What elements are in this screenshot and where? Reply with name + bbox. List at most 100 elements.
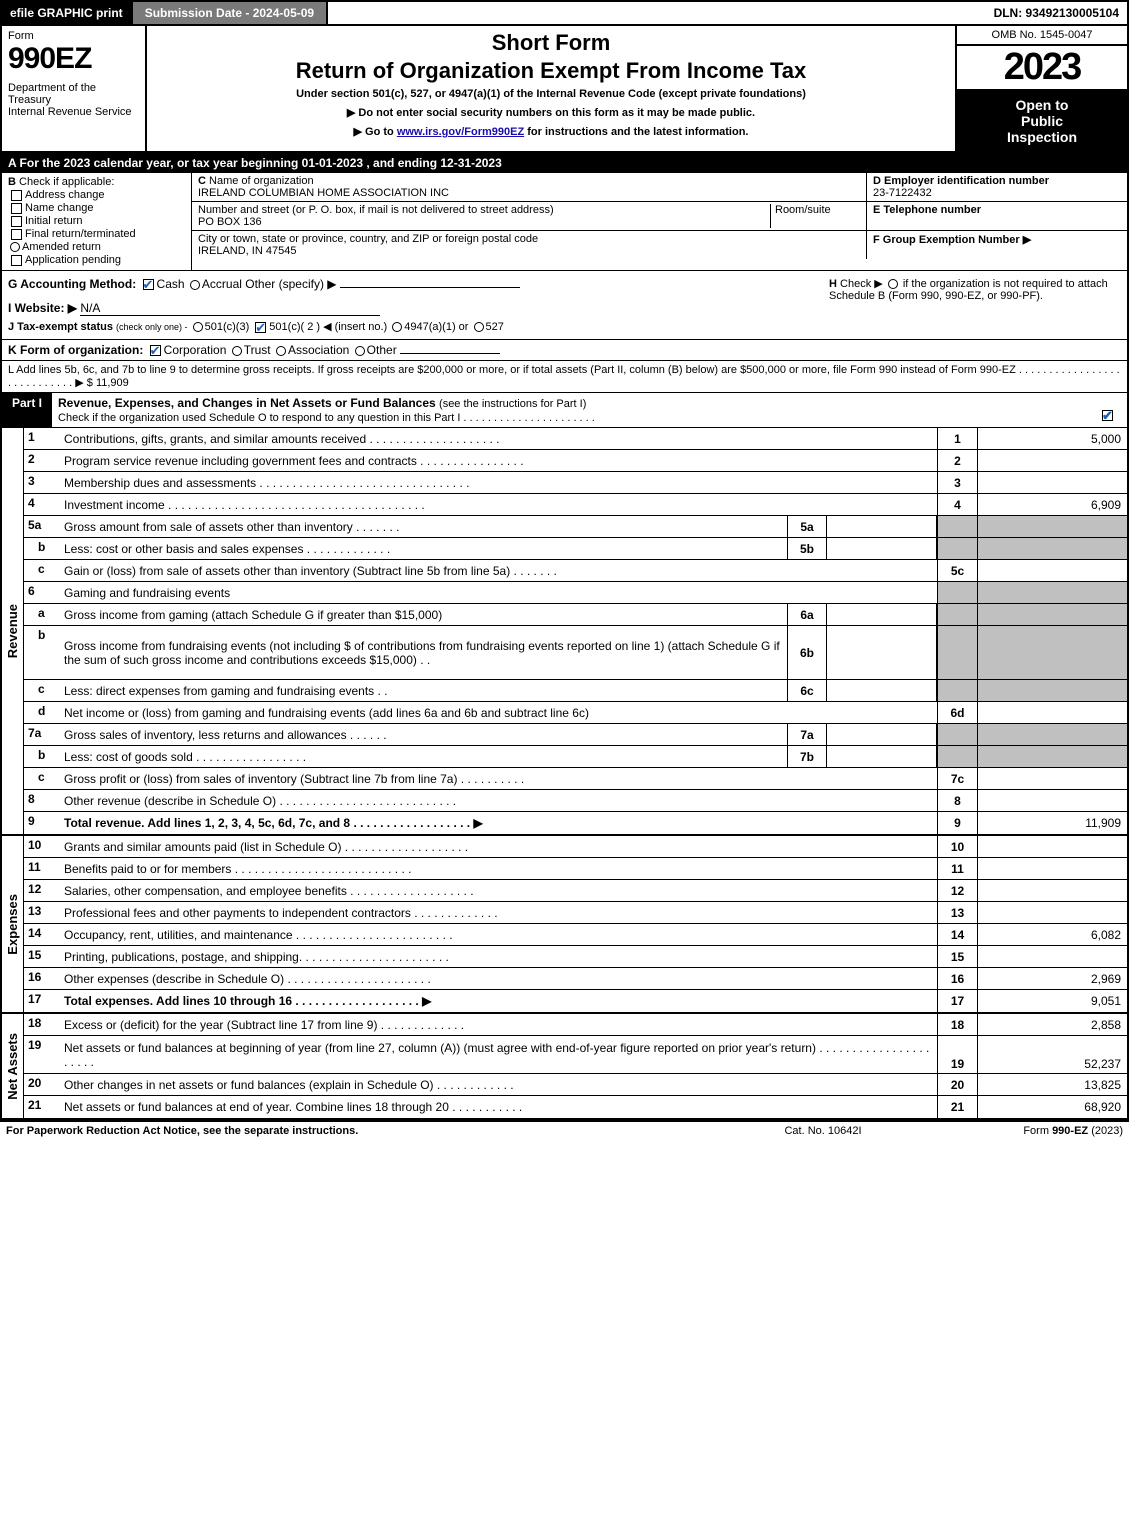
row-10-desc: Grants and similar amounts paid (list in… (60, 836, 937, 857)
l-value: 11,909 (96, 377, 129, 389)
k-other-input[interactable] (400, 353, 500, 354)
row-21-num: 21 (24, 1096, 60, 1118)
top-bar: efile GRAPHIC print Submission Date - 20… (2, 2, 1127, 26)
row-7a-num: 7a (24, 724, 60, 745)
row-8-num: 8 (24, 790, 60, 811)
k-association: Association (288, 343, 349, 357)
row-5b-num: b (24, 538, 60, 559)
k-corporation-check[interactable] (150, 345, 161, 356)
row-8-rn: 8 (937, 790, 977, 811)
row-2-desc: Program service revenue including govern… (60, 450, 937, 471)
line-h: H Check ▶ if the organization is not req… (821, 277, 1121, 333)
row-21-desc: Net assets or fund balances at end of ye… (60, 1096, 937, 1118)
check-if-applicable: Check if applicable: (19, 176, 114, 188)
form-code: 990EZ (8, 42, 139, 76)
j-501c3-check[interactable] (193, 322, 203, 332)
d-label: D Employer identification number (873, 175, 1049, 187)
row-7c-val (977, 768, 1127, 789)
open-line-3: Inspection (959, 129, 1125, 145)
city-label: City or town, state or province, country… (198, 233, 538, 245)
row-10-num: 10 (24, 836, 60, 857)
row-7b-rv (977, 746, 1127, 767)
row-20-val: 13,825 (977, 1074, 1127, 1095)
row-6a-rv (977, 604, 1127, 625)
j-4947-check[interactable] (392, 322, 402, 332)
opt-amended-return[interactable]: Amended return (8, 241, 185, 253)
row-16-desc: Other expenses (describe in Schedule O) … (60, 968, 937, 989)
j-501c-check[interactable] (255, 322, 266, 333)
omb-number: OMB No. 1545-0047 (957, 26, 1127, 46)
expenses-side-label: Expenses (2, 836, 24, 1012)
part-i-schedule-o-check[interactable] (1102, 410, 1113, 421)
website-value: N/A (80, 301, 380, 316)
accounting-cash-check[interactable] (143, 279, 154, 290)
row-2-num: 2 (24, 450, 60, 471)
row-5c-num: c (24, 560, 60, 581)
addr-value: PO BOX 136 (198, 216, 262, 228)
j-527-check[interactable] (474, 322, 484, 332)
row-6b-mv (827, 626, 937, 679)
row-7a-mv (827, 724, 937, 745)
section-f: F Group Exemption Number ▶ (867, 231, 1127, 259)
header-row: Form 990EZ Department of the Treasury In… (2, 26, 1127, 153)
revenue-table: Revenue 1Contributions, gifts, grants, a… (2, 428, 1127, 836)
row-19-rn: 19 (937, 1036, 977, 1073)
row-3-rn: 3 (937, 472, 977, 493)
opt-final-return[interactable]: Final return/terminated (8, 228, 185, 240)
opt-application-pending[interactable]: Application pending (8, 254, 185, 266)
header-right: OMB No. 1545-0047 2023 Open to Public In… (957, 26, 1127, 151)
row-3-num: 3 (24, 472, 60, 493)
dln-label: DLN: 93492130005104 (986, 2, 1127, 24)
row-7a-rv (977, 724, 1127, 745)
row-7a-rn (937, 724, 977, 745)
line-a: A For the 2023 calendar year, or tax yea… (2, 153, 1127, 173)
row-7c-desc: Gross profit or (loss) from sales of inv… (60, 768, 937, 789)
opt-address-change[interactable]: Address change (8, 189, 185, 201)
row-6a-num: a (24, 604, 60, 625)
j-4947: 4947(a)(1) or (404, 321, 468, 333)
accounting-accrual-check[interactable] (190, 280, 200, 290)
tax-year: 2023 (957, 46, 1127, 91)
topbar-spacer (328, 2, 985, 24)
opt-name-change[interactable]: Name change (8, 202, 185, 214)
j-sub: (check only one) - (116, 322, 188, 332)
row-9-rn: 9 (937, 812, 977, 834)
row-6a-desc: Gross income from gaming (attach Schedul… (60, 604, 787, 625)
row-19-num: 19 (24, 1036, 60, 1073)
row-12-num: 12 (24, 880, 60, 901)
row-1-desc: Contributions, gifts, grants, and simila… (60, 428, 937, 449)
row-5b-rv (977, 538, 1127, 559)
row-11-desc: Benefits paid to or for members . . . . … (60, 858, 937, 879)
row-21-rn: 21 (937, 1096, 977, 1118)
k-trust: Trust (244, 343, 271, 357)
b-letter: B (8, 176, 16, 188)
row-6-rv (977, 582, 1127, 603)
row-6c-mv (827, 680, 937, 701)
part-i-header: Part I Revenue, Expenses, and Changes in… (2, 393, 1127, 428)
k-other-check[interactable] (355, 346, 365, 356)
irs-link[interactable]: www.irs.gov/Form990EZ (397, 126, 524, 138)
row-6d-num: d (24, 702, 60, 723)
accounting-other-input[interactable] (340, 287, 520, 288)
line-g-h: G Accounting Method: Cash Accrual Other … (2, 271, 1127, 340)
open-line-2: Public (959, 113, 1125, 129)
row-5c-desc: Gain or (loss) from sale of assets other… (60, 560, 937, 581)
k-trust-check[interactable] (232, 346, 242, 356)
row-9-desc: Total revenue. Add lines 1, 2, 3, 4, 5c,… (60, 812, 937, 834)
row-17-desc: Total expenses. Add lines 10 through 16 … (60, 990, 937, 1012)
row-10-rn: 10 (937, 836, 977, 857)
row-7a-desc: Gross sales of inventory, less returns a… (60, 724, 787, 745)
h-checkbox[interactable] (888, 279, 898, 289)
part-i-tab: Part I (2, 393, 52, 427)
opt-initial-return[interactable]: Initial return (8, 215, 185, 227)
row-15-num: 15 (24, 946, 60, 967)
under-section: Under section 501(c), 527, or 4947(a)(1)… (155, 88, 947, 100)
efile-print-label[interactable]: efile GRAPHIC print (2, 2, 133, 24)
row-7b-mn: 7b (787, 746, 827, 767)
row-14-rn: 14 (937, 924, 977, 945)
form-word: Form (8, 30, 139, 42)
row-3-desc: Membership dues and assessments . . . . … (60, 472, 937, 493)
k-association-check[interactable] (276, 346, 286, 356)
header-center: Short Form Return of Organization Exempt… (147, 26, 957, 151)
row-11-rn: 11 (937, 858, 977, 879)
